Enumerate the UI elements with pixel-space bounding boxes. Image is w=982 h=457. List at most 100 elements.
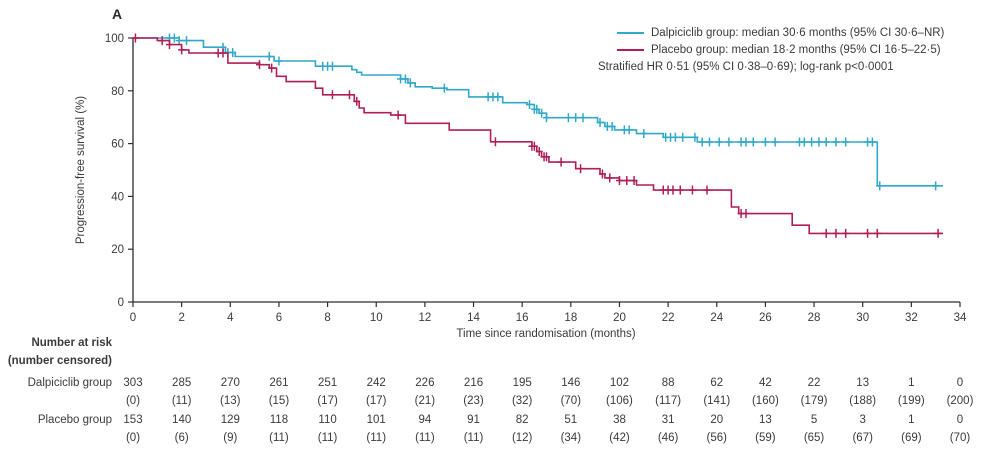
x-tick-label: 12 (418, 312, 431, 324)
at-risk-count: 226 (415, 377, 435, 389)
censored-count: (15) (268, 395, 290, 407)
censored-count: (106) (606, 395, 633, 407)
legend-item-dalpiciclib: Dalpiciclib group: median 30·6 months (9… (617, 27, 944, 39)
censored-count: (17) (317, 395, 338, 407)
censored-count: (23) (463, 395, 484, 407)
censored-count: (6) (174, 432, 189, 444)
censored-count: (188) (849, 395, 877, 407)
censored-count: (199) (897, 395, 925, 407)
legend-label-placebo: Placebo group: median 18·2 months (95% C… (651, 44, 941, 56)
x-tick-label: 0 (130, 312, 136, 324)
at-risk-count: 270 (220, 377, 240, 389)
censored-count: (70) (949, 432, 971, 444)
censored-count: (11) (415, 432, 435, 444)
at-risk-count: 51 (564, 414, 578, 426)
at-risk-count: 110 (318, 414, 337, 426)
y-tick-label: 60 (111, 139, 124, 151)
x-tick-label: 6 (276, 312, 282, 324)
at-risk-header: Number at risk (31, 337, 112, 349)
censored-count: (21) (414, 395, 436, 407)
x-tick-label: 10 (370, 312, 383, 324)
dalpiciclib-line-swatch (617, 32, 644, 34)
x-tick-label: 30 (856, 312, 869, 324)
y-tick-label: 80 (111, 86, 124, 98)
censored-count: (200) (946, 395, 974, 407)
censored-count: (59) (755, 432, 776, 444)
legend-item-placebo: Placebo group: median 18·2 months (95% C… (617, 44, 941, 56)
censored-count: (65) (803, 432, 825, 444)
censored-count: (9) (223, 432, 238, 444)
y-tick-label: 20 (111, 244, 124, 256)
placebo-line-swatch (617, 49, 644, 51)
panel-label: A (112, 6, 123, 22)
y-tick-label: 0 (118, 297, 124, 309)
at-risk-count: 285 (172, 377, 192, 389)
censored-count: (11) (269, 432, 289, 444)
at-risk-count: 261 (269, 377, 289, 389)
censored-count: (141) (703, 395, 731, 407)
legend-stat-note: Stratified HR 0·51 (95% CI 0·38–0·69); l… (598, 61, 894, 73)
censored-count: (13) (220, 395, 241, 407)
censored-count: (117) (655, 395, 682, 407)
at-risk-count: 102 (609, 377, 630, 389)
at-risk-count: 1 (908, 377, 915, 389)
at-risk-count: 303 (123, 377, 143, 389)
at-risk-count: 101 (366, 414, 386, 426)
at-risk-count: 13 (856, 377, 870, 389)
x-tick-label: 26 (759, 312, 772, 324)
x-tick-label: 8 (324, 312, 330, 324)
x-tick-label: 20 (613, 312, 626, 324)
censored-count: (56) (706, 432, 727, 444)
at-risk-count: 91 (467, 414, 480, 426)
censored-count: (160) (751, 395, 779, 407)
at-risk-count: 0 (956, 377, 964, 389)
censored-count: (34) (560, 432, 582, 444)
at-risk-count: 251 (317, 377, 338, 389)
at-risk-count: 216 (463, 377, 484, 389)
at-risk-count: 20 (710, 414, 724, 426)
at-risk-count: 94 (418, 414, 432, 426)
censored-count: (0) (125, 432, 141, 444)
km-curve-placebo (133, 37, 943, 235)
at-risk-count: 13 (759, 414, 772, 426)
censored-count: (32) (511, 395, 533, 407)
censored-count: (11) (463, 432, 484, 444)
censored-count: (69) (901, 432, 922, 444)
km-curve-dalpiciclib (133, 37, 943, 187)
censored-count: (11) (171, 395, 192, 407)
censored-count: (0) (125, 395, 141, 407)
at-risk-count: 129 (220, 414, 240, 426)
at-risk-count: 0 (956, 414, 964, 426)
censored-count: (42) (609, 432, 630, 444)
at-risk-count: 242 (366, 377, 386, 389)
x-tick-label: 18 (564, 312, 577, 324)
censored-count: (46) (657, 432, 679, 444)
x-tick-label: 34 (954, 312, 967, 324)
censored-count: (17) (366, 395, 387, 407)
at-risk-row-label: Dalpiciclib group (27, 377, 112, 389)
at-risk-count: 3 (859, 414, 866, 426)
at-risk-count: 31 (661, 414, 675, 426)
at-risk-count: 5 (810, 414, 818, 426)
y-tick-label: 100 (105, 33, 124, 45)
censored-count: (179) (800, 395, 828, 407)
x-tick-label: 2 (178, 312, 184, 324)
censored-count: (11) (366, 432, 387, 444)
at-risk-count: 1 (908, 414, 915, 426)
x-tick-label: 14 (467, 312, 480, 324)
at-risk-count: 195 (512, 377, 532, 389)
at-risk-row-label: Placebo group (37, 414, 112, 426)
at-risk-subheader: (number censored) (7, 355, 112, 367)
censored-count: (70) (560, 395, 582, 407)
at-risk-count: 140 (172, 414, 192, 426)
at-risk-count: 88 (661, 377, 675, 389)
at-risk-count: 146 (561, 377, 581, 389)
at-risk-count: 38 (613, 414, 626, 426)
x-tick-label: 22 (662, 312, 675, 324)
x-tick-label: 24 (710, 312, 723, 324)
x-tick-label: 32 (905, 312, 918, 324)
at-risk-count: 42 (759, 377, 772, 389)
at-risk-count: 153 (123, 414, 143, 426)
